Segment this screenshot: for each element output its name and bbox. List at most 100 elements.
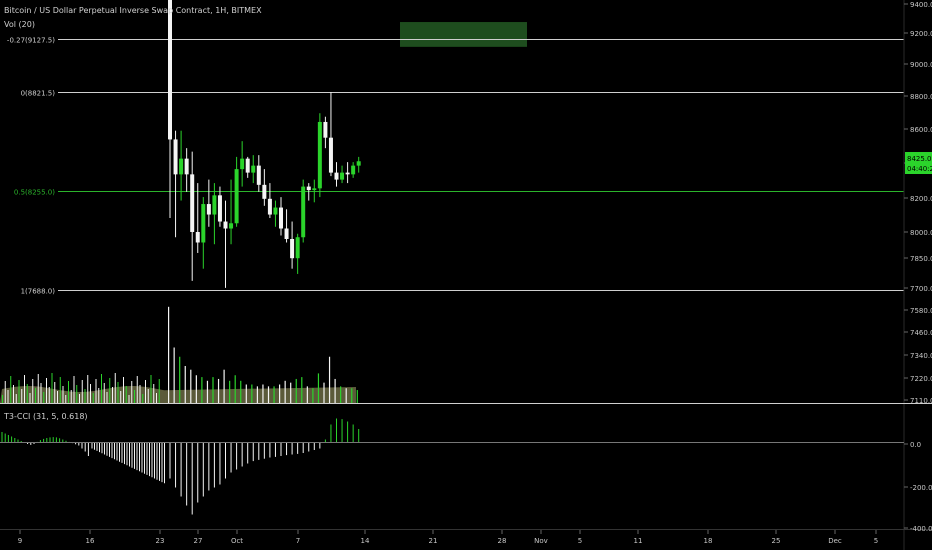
price-tick-label: 7220.0: [910, 375, 932, 383]
candle-body: [184, 158, 189, 175]
price-tick-label: 9400.0: [910, 1, 932, 9]
volume-bar: [81, 380, 83, 403]
price-tick-label: 9000.0: [910, 61, 932, 69]
candle-body: [328, 137, 333, 173]
price-tick-label: 7850.0: [910, 255, 932, 263]
volume-bar: [156, 393, 157, 403]
time-tick-label: Dec: [828, 537, 842, 545]
candle-body: [301, 186, 306, 238]
volume-bar: [101, 374, 102, 403]
target-zone-layer: [400, 22, 527, 47]
price-tick-label: 8600.0: [910, 126, 932, 134]
candle-body: [212, 195, 217, 215]
volume-label: Vol (20): [4, 20, 35, 29]
volume-bar: [106, 392, 108, 403]
volume-bar: [98, 388, 100, 403]
candle-body: [179, 158, 184, 175]
volume-bar: [131, 381, 133, 403]
candle-body: [262, 184, 267, 199]
target-zone: [400, 22, 527, 47]
volume-bar: [256, 386, 258, 403]
volume-bar: [229, 380, 231, 403]
volume-bar: [147, 389, 149, 403]
price-tick-label: 7110.0: [910, 397, 932, 405]
volume-bar: [43, 392, 45, 403]
indicator-label: T3-CCI (31, 5, 0.618): [3, 412, 88, 421]
volume-bar: [190, 369, 192, 403]
candle-body: [223, 221, 228, 229]
time-tick-label: 5: [874, 537, 878, 545]
time-tick-label: 14: [361, 537, 370, 545]
price-tick-label: 8200.0: [910, 195, 932, 203]
time-axis[interactable]: 9 16 23 27 Oct 7 14 21 28 Nov 5 11 18 25 Dec 5: [18, 530, 878, 545]
candle-body: [240, 158, 245, 170]
candle-body: [234, 169, 239, 224]
volume-bar: [125, 386, 127, 403]
candle-body: [334, 172, 339, 180]
price-tick-label: 7580.0: [910, 307, 932, 315]
volume-bar: [139, 385, 141, 403]
cci-pane: [1, 418, 360, 515]
candle-body: [251, 165, 256, 173]
volume-bar: [284, 380, 286, 403]
volume-bar: [109, 378, 111, 403]
candle-body: [195, 232, 200, 243]
volume-bar: [76, 385, 78, 403]
candle-body: [345, 172, 350, 175]
volume-bar: [95, 379, 97, 403]
volume-bar: [18, 380, 20, 403]
candle-body: [206, 204, 211, 215]
volume-bar: [212, 377, 214, 403]
volume-bar: [323, 382, 325, 403]
time-tick-label: 16: [86, 537, 95, 545]
volume-bar: [312, 388, 314, 403]
volume-bar: [70, 390, 72, 403]
volume-bar: [206, 380, 209, 403]
fib-label: 0.5(8255.0): [14, 189, 55, 197]
volume-bar: [57, 391, 58, 403]
volume-bar: [251, 384, 253, 403]
candle-body: [267, 198, 272, 215]
time-tick-label: 11: [634, 537, 643, 545]
candle-body: [284, 228, 289, 239]
price-tick-label: 7700.0: [910, 285, 932, 293]
volume-bar: [65, 395, 67, 403]
volume-bar: [112, 387, 113, 403]
volume-bar: [2, 395, 3, 403]
volume-bar: [136, 376, 138, 403]
volume-bar: [10, 376, 12, 403]
current-price-marker: 8425.0 04:40:23: [905, 152, 932, 174]
price-axis[interactable]: 9400.09200.09000.08800.08600.08400.08200…: [904, 1, 932, 405]
volume-bar: [317, 373, 320, 403]
volume-bar: [340, 386, 342, 403]
volume-bar: [84, 389, 86, 403]
volume-bar: [240, 380, 242, 403]
volume-bar: [40, 383, 42, 403]
fibonacci-levels: -0.27(9127.5) 0(8821.5) 0.5(8255.0) 1(7688.…: [7, 37, 904, 296]
volume-bar: [262, 384, 264, 403]
volume-bar: [48, 387, 50, 403]
current-price-countdown: 04:40:23: [907, 165, 932, 173]
indicator-tick-label: 0.0: [910, 441, 921, 449]
volume-bar: [150, 375, 152, 403]
volume-bar: [15, 394, 17, 403]
time-tick-label: 18: [704, 537, 713, 545]
candle-body: [340, 172, 345, 180]
volume-bar: [37, 374, 39, 403]
volume-ma-area: [0, 386, 356, 403]
volume-bar: [29, 393, 31, 403]
volume-bar: [51, 373, 53, 403]
price-tick-label: 7340.0: [910, 352, 932, 360]
volume-bar: [59, 377, 61, 403]
candle-body: [217, 195, 222, 222]
volume-bar: [24, 375, 25, 403]
time-tick-label: Nov: [534, 537, 548, 545]
candle-body: [306, 186, 311, 191]
volume-bar: [153, 384, 155, 403]
volume-bar: [184, 366, 186, 403]
volume-bar: [195, 375, 197, 403]
price-tick-label: 8000.0: [910, 229, 932, 237]
indicator-axis[interactable]: 0.0 -200.0 -400.0: [904, 441, 932, 533]
volume-bar: [128, 395, 130, 403]
